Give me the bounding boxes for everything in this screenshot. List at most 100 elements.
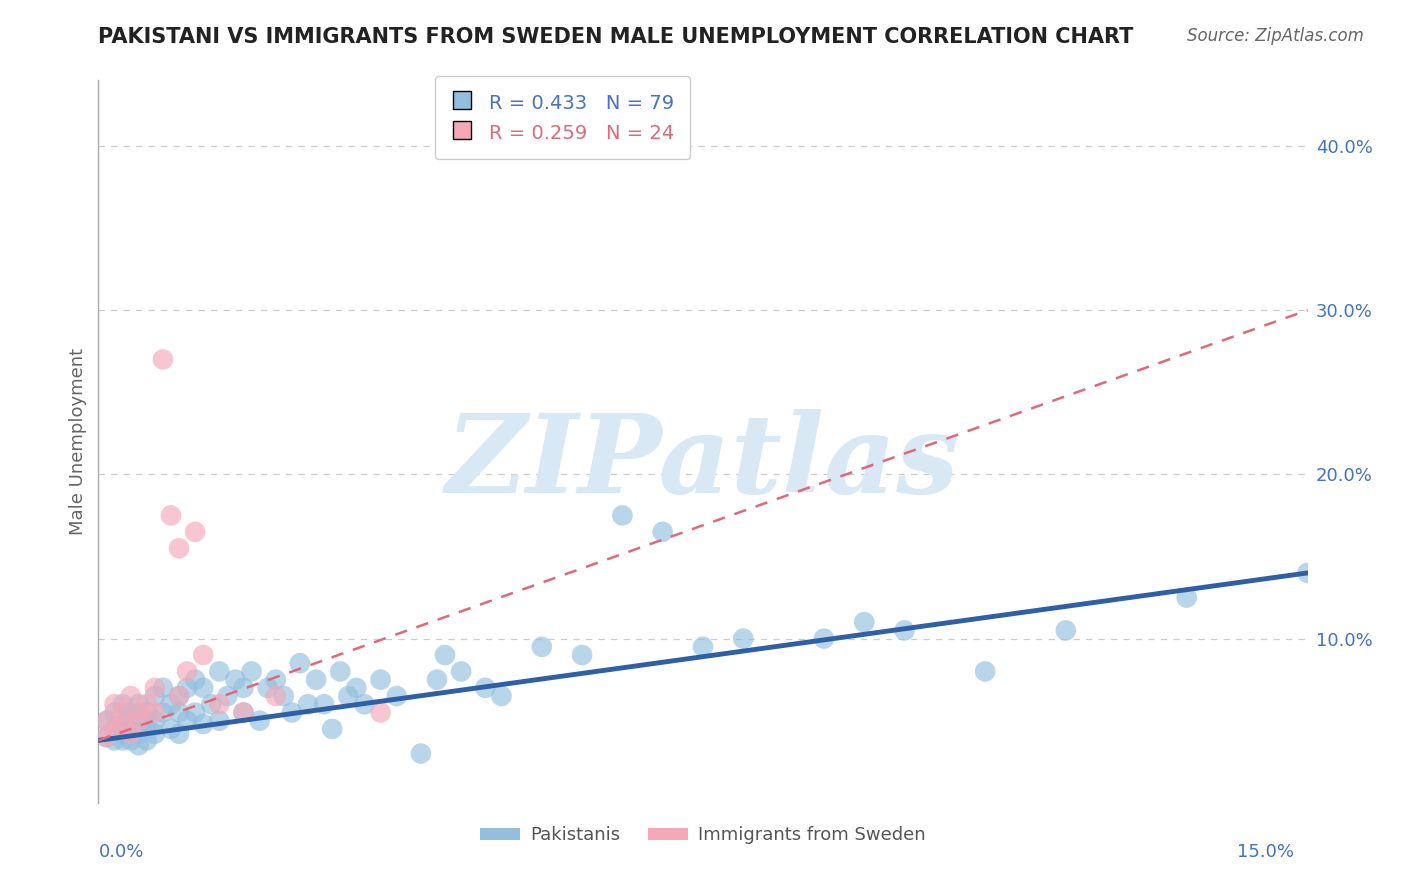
Point <box>120 706 142 720</box>
Point <box>143 681 166 695</box>
Point <box>288 657 311 671</box>
Point <box>103 706 125 720</box>
Point <box>120 689 142 703</box>
Point <box>143 689 166 703</box>
Point <box>491 689 513 703</box>
Point <box>193 681 215 695</box>
Point <box>128 717 150 731</box>
Point <box>692 640 714 654</box>
Point <box>128 727 150 741</box>
Point <box>853 615 876 630</box>
Point <box>111 733 134 747</box>
Point <box>193 717 215 731</box>
Point <box>813 632 835 646</box>
Point <box>96 730 118 744</box>
Point <box>96 714 118 728</box>
Point <box>176 681 198 695</box>
Point <box>152 352 174 367</box>
Point <box>232 681 254 695</box>
Point <box>184 673 207 687</box>
Point <box>329 665 352 679</box>
Point <box>232 706 254 720</box>
Point <box>152 706 174 720</box>
Point <box>160 508 183 523</box>
Point <box>167 689 190 703</box>
Point <box>208 698 231 712</box>
Point <box>370 673 392 687</box>
Point <box>167 541 190 556</box>
Point <box>143 714 166 728</box>
Point <box>281 706 304 720</box>
Point <box>353 698 375 712</box>
Point <box>111 717 134 731</box>
Point <box>305 673 328 687</box>
Point <box>224 673 246 687</box>
Point <box>273 689 295 703</box>
Point <box>256 681 278 695</box>
Point <box>135 733 157 747</box>
Point <box>571 648 593 662</box>
Text: PAKISTANI VS IMMIGRANTS FROM SWEDEN MALE UNEMPLOYMENT CORRELATION CHART: PAKISTANI VS IMMIGRANTS FROM SWEDEN MALE… <box>98 27 1133 46</box>
Point <box>217 689 239 703</box>
Point <box>167 689 190 703</box>
Point <box>370 706 392 720</box>
Point <box>135 706 157 720</box>
Point <box>160 698 183 712</box>
Point <box>111 698 134 712</box>
Point <box>232 706 254 720</box>
Point <box>167 727 190 741</box>
Point <box>160 722 183 736</box>
Point <box>200 698 222 712</box>
Point <box>184 706 207 720</box>
Text: Source: ZipAtlas.com: Source: ZipAtlas.com <box>1187 27 1364 45</box>
Point <box>103 722 125 736</box>
Text: 0.0%: 0.0% <box>98 843 143 861</box>
Point <box>128 714 150 728</box>
Point <box>344 681 367 695</box>
Point <box>111 717 134 731</box>
Point <box>249 714 271 728</box>
Point <box>143 727 166 741</box>
Point <box>612 508 634 523</box>
Point <box>176 714 198 728</box>
Point <box>385 689 408 703</box>
Point <box>264 673 287 687</box>
Point <box>128 706 150 720</box>
Point <box>426 673 449 687</box>
Point <box>111 727 134 741</box>
Point <box>733 632 755 646</box>
Point <box>176 665 198 679</box>
Point <box>264 689 287 703</box>
Point <box>96 730 118 744</box>
Point <box>208 714 231 728</box>
Point <box>893 624 915 638</box>
Point <box>314 698 336 712</box>
Point <box>297 698 319 712</box>
Point <box>120 714 142 728</box>
Point <box>409 747 432 761</box>
Point <box>120 727 142 741</box>
Point <box>1296 566 1319 580</box>
Point <box>474 681 496 695</box>
Point <box>111 706 134 720</box>
Point <box>193 648 215 662</box>
Point <box>103 733 125 747</box>
Point <box>434 648 457 662</box>
Y-axis label: Male Unemployment: Male Unemployment <box>69 348 87 535</box>
Point <box>321 722 343 736</box>
Point <box>143 706 166 720</box>
Point <box>240 665 263 679</box>
Point <box>1175 591 1198 605</box>
Point <box>208 665 231 679</box>
Point <box>103 698 125 712</box>
Point <box>530 640 553 654</box>
Point <box>128 698 150 712</box>
Point <box>184 524 207 539</box>
Point <box>167 706 190 720</box>
Point <box>1054 624 1077 638</box>
Point <box>103 722 125 736</box>
Point <box>120 723 142 738</box>
Point <box>651 524 673 539</box>
Point <box>974 665 997 679</box>
Point <box>120 733 142 747</box>
